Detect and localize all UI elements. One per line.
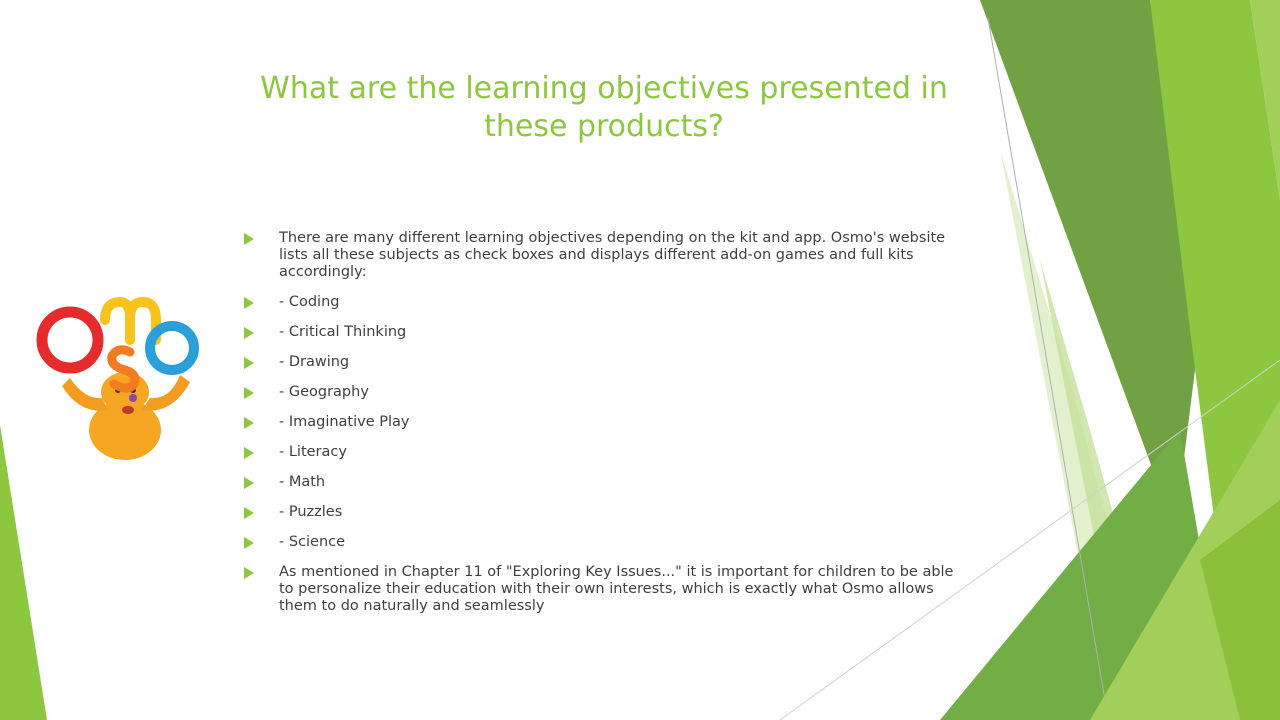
list-item: - Puzzles — [240, 504, 960, 521]
list-item: - Imaginative Play — [240, 414, 960, 431]
bullet-arrow-icon — [244, 357, 254, 369]
list-item: - Science — [240, 534, 960, 551]
bullet-arrow-icon — [244, 477, 254, 489]
bullet-arrow-icon — [244, 417, 254, 429]
bullet-text: - Coding — [279, 294, 340, 310]
bullet-text: - Imaginative Play — [279, 414, 410, 430]
bullet-arrow-icon — [244, 567, 254, 579]
bullet-arrow-icon — [244, 233, 254, 245]
bullet-text: - Critical Thinking — [279, 324, 407, 340]
bullet-arrow-icon — [244, 537, 254, 549]
list-item: - Critical Thinking — [240, 324, 960, 341]
bullet-text: - Science — [279, 534, 346, 550]
list-item: - Geography — [240, 384, 960, 401]
bullet-text: There are many different learning object… — [279, 230, 946, 280]
bullet-arrow-icon — [244, 297, 254, 309]
bullet-text: - Math — [279, 474, 326, 490]
bullet-arrow-icon — [244, 387, 254, 399]
bullet-text: - Literacy — [279, 444, 347, 460]
bullet-text: - Geography — [279, 384, 369, 400]
bullet-text: As mentioned in Chapter 11 of "Exploring… — [279, 564, 954, 614]
list-item: As mentioned in Chapter 11 of "Exploring… — [240, 564, 960, 615]
list-item: - Coding — [240, 294, 960, 311]
list-item: - Drawing — [240, 354, 960, 371]
bullet-text: - Drawing — [279, 354, 350, 370]
list-item: - Literacy — [240, 444, 960, 461]
bullet-arrow-icon — [244, 447, 254, 459]
osmo-mascot-logo — [36, 296, 199, 460]
list-item: There are many different learning object… — [240, 230, 960, 281]
bullet-text: - Puzzles — [279, 504, 343, 520]
bullet-arrow-icon — [244, 507, 254, 519]
slide-title: What are the learning objectives present… — [260, 71, 948, 144]
list-item: - Math — [240, 474, 960, 491]
bullet-arrow-icon — [244, 327, 254, 339]
bullet-list: There are many different learning object… — [240, 230, 960, 628]
